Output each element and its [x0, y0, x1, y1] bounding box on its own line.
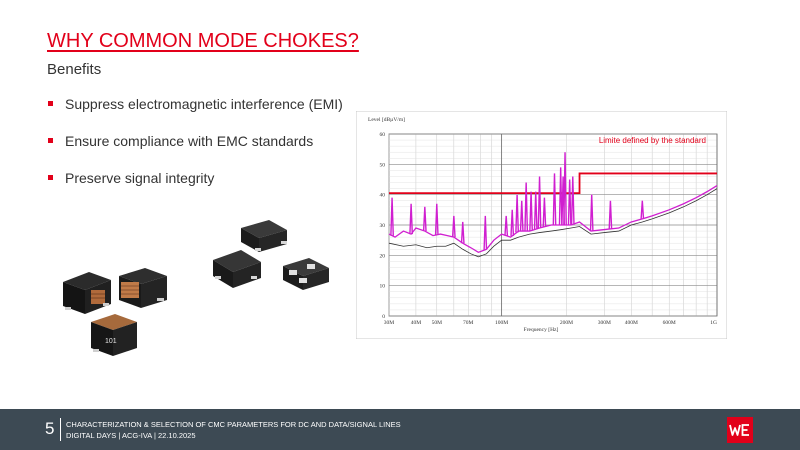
- emission-peak: [422, 206, 427, 232]
- x-axis-label: Frequency [Hz]: [524, 327, 559, 333]
- bullet-square-icon: [48, 175, 53, 180]
- emission-peak: [510, 209, 515, 236]
- emission-peak: [504, 215, 509, 236]
- y-tick-label: 10: [380, 284, 386, 290]
- emission-peak: [589, 194, 594, 232]
- limit-annotation: Limite defined by the standard: [599, 136, 706, 145]
- x-tick-label: 600M: [663, 320, 676, 326]
- emission-peak: [515, 194, 519, 233]
- limit-line: [389, 172, 717, 195]
- benefit-list: Suppress electromagnetic interference (E…: [47, 96, 343, 207]
- footer-bar: 5 CHARACTERIZATION & SELECTION OF CMC PA…: [0, 409, 800, 450]
- choke-component: 101: [91, 314, 137, 356]
- y-axis-label: Level [dBµV/m]: [368, 117, 405, 123]
- footer-event-info: DIGITAL DAYS | ACG-IVA | 22.10.2025: [66, 431, 196, 440]
- emission-chart-svg: Level [dBµV/m] Frequency [Hz] 0 10 20 30 40 5…: [355, 110, 728, 340]
- bullet-square-icon: [48, 138, 53, 143]
- page-number: 5: [45, 419, 55, 438]
- benefit-text: Suppress electromagnetic interference (E…: [65, 96, 343, 112]
- emission-peak: [563, 152, 567, 226]
- emission-peak: [409, 203, 414, 235]
- benefit-text: Preserve signal integrity: [65, 170, 215, 186]
- x-tick-label: 40M: [411, 320, 422, 326]
- emission-peak: [640, 200, 645, 219]
- emission-peak: [542, 197, 547, 227]
- smd-choke-component: [283, 258, 329, 290]
- emission-peak: [390, 197, 394, 236]
- footer-divider: [60, 418, 61, 441]
- we-logo-icon: [727, 417, 753, 443]
- emission-chart: Level [dBµV/m] Frequency [Hz] 0 10 20 30 40 5…: [355, 110, 728, 340]
- y-tick-label: 40: [380, 193, 386, 199]
- x-tick-label: 1G: [710, 320, 717, 326]
- emission-peak: [529, 191, 533, 231]
- x-tick-label: 30M: [384, 320, 395, 326]
- choke-component: [119, 268, 167, 308]
- benefit-item: Ensure compliance with EMC standards: [47, 133, 343, 170]
- y-tick-label: 60: [380, 132, 386, 138]
- choke-component: [63, 272, 111, 314]
- y-tick-label: 0: [382, 314, 385, 320]
- smd-choke-component: [241, 220, 287, 252]
- reference-trace: [388, 188, 718, 258]
- y-tick-label: 20: [380, 253, 386, 259]
- emission-peak: [483, 215, 488, 250]
- slide-subtitle: Benefits: [47, 61, 102, 78]
- emission-peak: [524, 182, 529, 232]
- emission-peak: [519, 200, 524, 232]
- benefit-item: Suppress electromagnetic interference (E…: [47, 96, 343, 133]
- footer-presentation-title: CHARACTERIZATION & SELECTION OF CMC PARA…: [66, 420, 401, 429]
- part-marking: 101: [105, 338, 117, 345]
- x-tick-label: 400M: [625, 320, 638, 326]
- emission-peak: [533, 191, 538, 230]
- emission-peak: [608, 200, 613, 229]
- x-tick-label: 200M: [560, 320, 573, 326]
- benefit-text: Ensure compliance with EMC standards: [65, 133, 314, 149]
- emission-peak: [552, 173, 557, 226]
- x-tick-label: 70M: [463, 320, 474, 326]
- y-tick-label: 30: [380, 223, 386, 229]
- emission-peak: [434, 203, 439, 235]
- emission-peak: [460, 221, 465, 244]
- slide-title: WHY COMMON MODE CHOKES?: [47, 30, 359, 52]
- choke-components-image: 101: [63, 220, 329, 356]
- x-tick-label: 300M: [598, 320, 611, 326]
- emission-peak: [451, 215, 456, 238]
- smd-choke-component: [213, 250, 261, 288]
- y-tick-label: 50: [380, 162, 386, 168]
- x-tick-label: 100M: [495, 320, 508, 326]
- emission-peak: [570, 176, 575, 225]
- emission-peak: [537, 176, 542, 229]
- x-tick-label: 50M: [432, 320, 443, 326]
- emission-peak: [567, 179, 572, 226]
- bullet-square-icon: [48, 101, 53, 106]
- emission-peak: [558, 167, 563, 226]
- benefit-item: Preserve signal integrity: [47, 170, 343, 207]
